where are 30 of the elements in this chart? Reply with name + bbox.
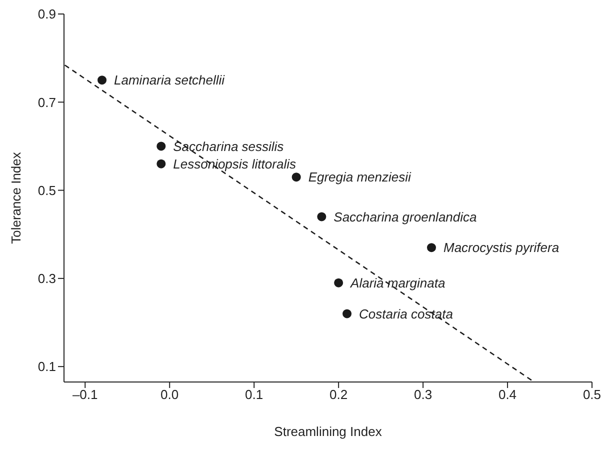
x-tick-label: –0.1 <box>72 387 98 402</box>
annotation: Costaria costata <box>359 306 453 322</box>
point <box>292 172 301 182</box>
x-tick-label: 0.2 <box>330 387 348 402</box>
y-axis-title: Tolerance Index <box>8 152 24 244</box>
annotation: Alaria marginata <box>350 275 446 290</box>
x-tick-label: 0.1 <box>245 387 264 402</box>
point <box>156 142 166 151</box>
y-tick-label: 0.7 <box>38 94 56 110</box>
annotation: Saccharina sessilis <box>173 138 284 154</box>
y-tick-label: 0.3 <box>38 271 56 286</box>
x-tick-label: 0.3 <box>414 387 432 402</box>
y-tick-label: 0.1 <box>38 359 56 374</box>
x-tick-label: 0.4 <box>498 387 517 402</box>
y-tick-label: 0.5 <box>38 182 56 198</box>
point <box>426 243 436 252</box>
point <box>156 159 166 168</box>
annotation: Macrocystis pyrifera <box>443 240 560 256</box>
annotation: Laminaria setchellii <box>114 72 226 88</box>
point <box>334 278 344 288</box>
x-tick-label: 0.0 <box>160 387 179 402</box>
x-tick-label: 0.5 <box>582 387 602 402</box>
point <box>317 212 326 222</box>
point <box>98 76 107 85</box>
x-axis-title: Streamlining Index <box>274 424 382 439</box>
annotation: Egregia menziesii <box>308 170 412 185</box>
y-tick-label: 0.9 <box>38 6 56 22</box>
annotation: Saccharina groenlandica <box>334 209 477 224</box>
point <box>342 309 352 318</box>
annotation: Lessoniopsis littoralis <box>173 156 296 172</box>
